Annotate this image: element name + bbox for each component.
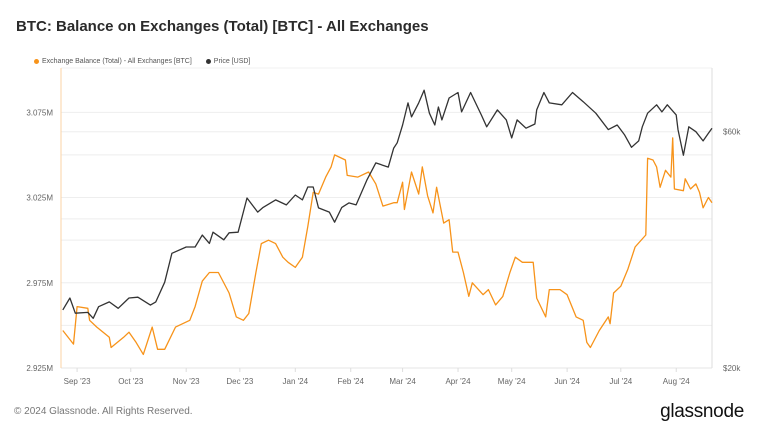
- legend: Exchange Balance (Total) - All Exchanges…: [34, 58, 250, 65]
- series-line-price: [62, 89, 713, 319]
- x-tick-label: Oct '23: [118, 377, 144, 386]
- x-tick-label: Feb '24: [338, 377, 365, 386]
- legend-dot-balance-icon: [34, 59, 39, 64]
- legend-label-balance: Exchange Balance (Total) - All Exchanges…: [42, 58, 192, 65]
- legend-label-price: Price [USD]: [213, 58, 251, 65]
- x-tick-label: Dec '23: [226, 377, 253, 386]
- y-left-tick-label: 3.075M: [26, 108, 53, 117]
- legend-item-price[interactable]: Price [USD]: [205, 58, 251, 65]
- glassnode-logo: glassnode: [660, 401, 744, 422]
- series-line-exchange-balance: [62, 137, 713, 356]
- x-tick-label: Jan '24: [283, 377, 309, 386]
- x-tick-label: Jun '24: [554, 377, 580, 386]
- y-left-tick-label: 2.925M: [26, 364, 53, 373]
- y-left-tick-label: 2.975M: [26, 279, 53, 288]
- x-tick-label: Jul '24: [609, 377, 632, 386]
- y-right-tick-label: $60k: [723, 128, 741, 137]
- x-tick-label: Apr '24: [445, 377, 471, 386]
- x-tick-label: May '24: [498, 377, 526, 386]
- x-tick-label: Aug '24: [663, 377, 690, 386]
- x-tick-label: Sep '23: [64, 377, 91, 386]
- legend-dot-price-icon: [205, 59, 211, 64]
- y-right-tick-label: $20k: [723, 364, 741, 373]
- x-tick-label: Mar '24: [389, 377, 416, 386]
- x-tick-label: Nov '23: [173, 377, 200, 386]
- legend-item-balance[interactable]: Exchange Balance (Total) - All Exchanges…: [34, 58, 192, 65]
- copyright-footer: © 2024 Glassnode. All Rights Reserved.: [14, 406, 193, 417]
- y-left-tick-label: 3.025M: [26, 194, 53, 203]
- chart-title: BTC: Balance on Exchanges (Total) [BTC] …: [16, 18, 429, 35]
